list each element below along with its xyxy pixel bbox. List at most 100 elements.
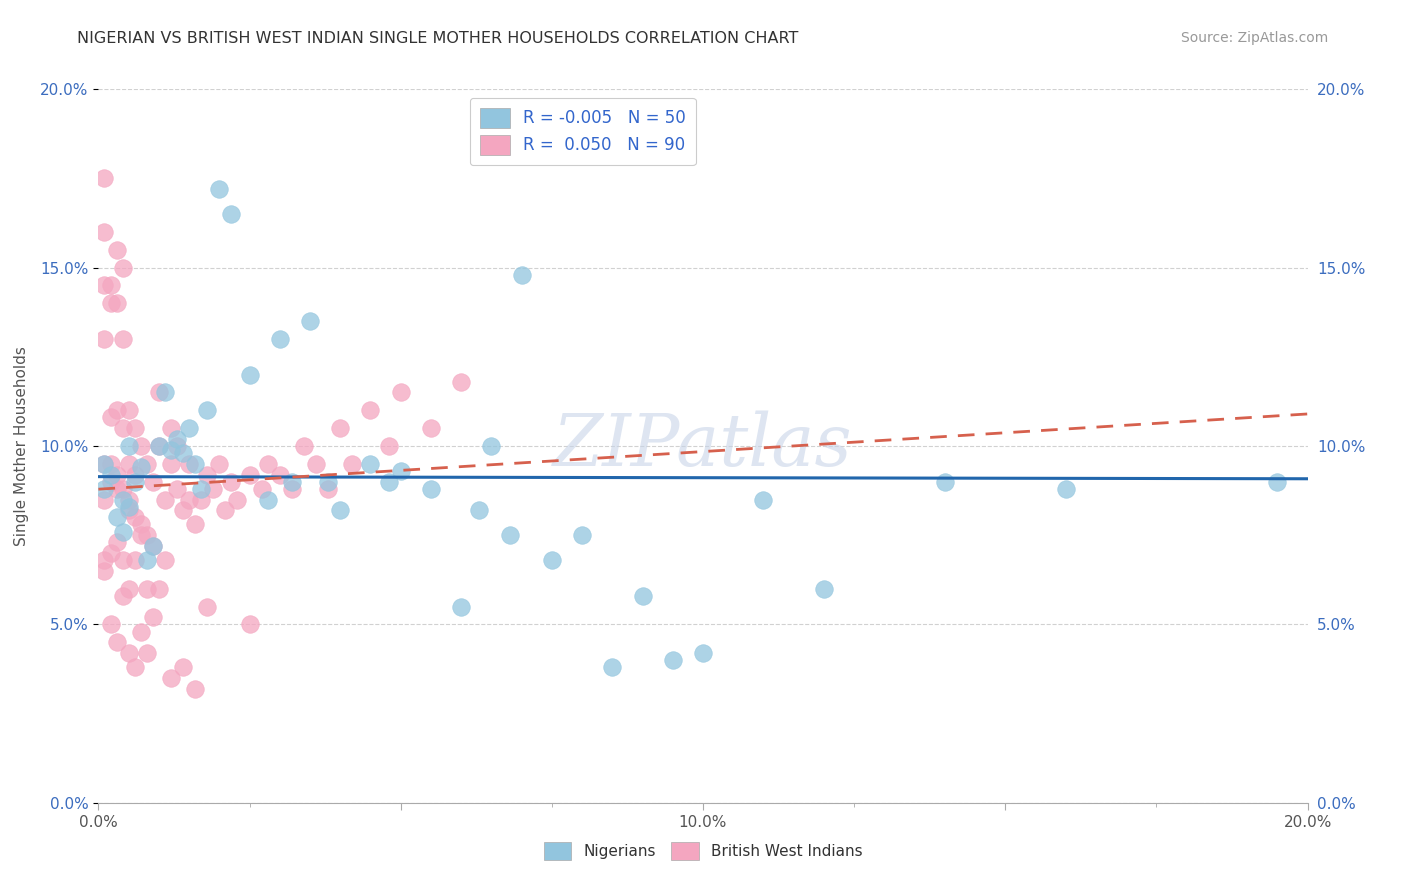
Point xyxy=(184,457,207,471)
Point xyxy=(124,553,146,567)
Point xyxy=(692,646,714,660)
Point xyxy=(93,278,115,293)
Point xyxy=(93,564,115,578)
Point xyxy=(342,457,364,471)
Point xyxy=(100,278,122,293)
Point xyxy=(105,296,128,310)
Point xyxy=(166,439,188,453)
Point xyxy=(360,457,382,471)
Point xyxy=(281,475,304,489)
Point xyxy=(142,539,165,553)
Point xyxy=(498,528,520,542)
Point xyxy=(160,671,183,685)
Point xyxy=(124,510,146,524)
Point xyxy=(100,296,122,310)
Point xyxy=(166,432,188,446)
Point xyxy=(111,482,134,496)
Point xyxy=(153,492,176,507)
Point xyxy=(148,385,170,400)
Point xyxy=(420,421,443,435)
Point xyxy=(813,582,835,596)
Point xyxy=(179,492,201,507)
Point xyxy=(105,482,128,496)
Point xyxy=(111,492,134,507)
Point xyxy=(239,467,262,482)
Point xyxy=(100,457,122,471)
Point xyxy=(100,467,122,482)
Point xyxy=(239,368,262,382)
Point xyxy=(160,442,183,457)
Point xyxy=(450,599,472,614)
Text: NIGERIAN VS BRITISH WEST INDIAN SINGLE MOTHER HOUSEHOLDS CORRELATION CHART: NIGERIAN VS BRITISH WEST INDIAN SINGLE M… xyxy=(77,31,799,46)
Point xyxy=(111,260,134,275)
Point xyxy=(129,528,152,542)
Point xyxy=(148,582,170,596)
Point xyxy=(377,439,399,453)
Point xyxy=(934,475,956,489)
Point xyxy=(148,439,170,453)
Point xyxy=(316,475,339,489)
Point xyxy=(135,528,157,542)
Point xyxy=(1267,475,1289,489)
Point xyxy=(214,503,236,517)
Point xyxy=(142,539,165,553)
Point xyxy=(100,546,122,560)
Point xyxy=(93,492,115,507)
Point xyxy=(269,332,291,346)
Point xyxy=(142,475,165,489)
Text: Source: ZipAtlas.com: Source: ZipAtlas.com xyxy=(1181,31,1329,45)
Point xyxy=(166,482,188,496)
Point xyxy=(208,182,231,196)
Point xyxy=(93,553,115,567)
Point xyxy=(118,503,141,517)
Point xyxy=(631,589,654,603)
Point xyxy=(105,403,128,417)
Point xyxy=(172,503,194,517)
Point xyxy=(111,421,134,435)
Point xyxy=(281,482,304,496)
Point xyxy=(239,617,262,632)
Point xyxy=(221,475,243,489)
Point xyxy=(299,314,322,328)
Point xyxy=(752,492,775,507)
Point xyxy=(160,457,183,471)
Point xyxy=(124,660,146,674)
Point xyxy=(135,646,157,660)
Point xyxy=(93,225,115,239)
Point xyxy=(129,439,152,453)
Point xyxy=(118,500,141,514)
Point xyxy=(129,624,152,639)
Point xyxy=(118,646,141,660)
Point xyxy=(118,403,141,417)
Point xyxy=(179,421,201,435)
Text: ZIPatlas: ZIPatlas xyxy=(553,410,853,482)
Point xyxy=(124,467,146,482)
Point xyxy=(111,332,134,346)
Point xyxy=(105,243,128,257)
Point xyxy=(172,660,194,674)
Point xyxy=(105,635,128,649)
Point xyxy=(135,457,157,471)
Point xyxy=(481,439,503,453)
Point xyxy=(160,421,183,435)
Point xyxy=(602,660,624,674)
Point xyxy=(93,457,115,471)
Point xyxy=(111,553,134,567)
Point xyxy=(142,610,165,624)
Point xyxy=(100,617,122,632)
Point xyxy=(111,589,134,603)
Point xyxy=(571,528,593,542)
Point xyxy=(100,410,122,425)
Point xyxy=(256,492,278,507)
Point xyxy=(105,510,128,524)
Point xyxy=(661,653,683,667)
Point xyxy=(153,385,176,400)
Point xyxy=(124,475,146,489)
Point xyxy=(360,403,382,417)
Point xyxy=(510,268,533,282)
Point xyxy=(148,439,170,453)
Point xyxy=(93,457,115,471)
Point xyxy=(179,457,201,471)
Y-axis label: Single Mother Households: Single Mother Households xyxy=(14,346,30,546)
Point xyxy=(195,403,218,417)
